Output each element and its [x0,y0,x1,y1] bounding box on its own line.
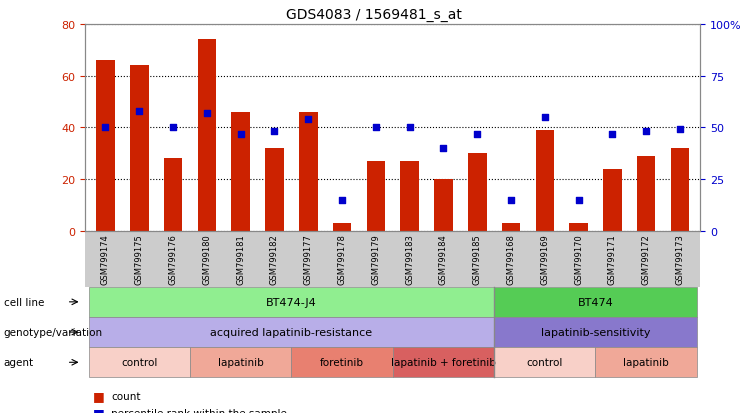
Bar [367,161,385,231]
Bar [333,223,351,231]
Point [99,125,111,131]
Bar [434,180,453,231]
Text: genotype/variation: genotype/variation [4,327,103,337]
Bar [468,154,487,231]
Point [674,127,686,133]
Bar [231,113,250,231]
Point [235,131,247,138]
Bar [265,149,284,231]
Point [404,125,416,131]
Point [505,197,517,204]
Text: lapatinib + foretinib: lapatinib + foretinib [391,357,496,368]
Point [606,131,618,138]
Point [133,108,145,115]
Point [336,197,348,204]
Bar [502,223,520,231]
Point [201,110,213,117]
Text: ■: ■ [93,406,104,413]
Text: percentile rank within the sample: percentile rank within the sample [111,408,287,413]
Text: agent: agent [4,357,34,368]
Text: control: control [527,357,563,368]
Point [302,116,314,123]
Bar [569,223,588,231]
Point [437,145,449,152]
Bar [637,157,656,231]
Bar [198,40,216,231]
Text: ■: ■ [93,389,104,403]
Point [268,129,280,135]
Text: foretinib: foretinib [320,357,364,368]
Text: control: control [121,357,158,368]
Point [539,114,551,121]
Point [370,125,382,131]
Text: count: count [111,391,141,401]
Text: lapatinib: lapatinib [218,357,264,368]
Point [640,129,652,135]
Text: cell line: cell line [4,297,44,307]
Text: lapatinib: lapatinib [623,357,669,368]
Bar [603,169,622,231]
Bar [536,131,554,231]
Point [573,197,585,204]
Bar [299,113,318,231]
Bar [96,61,115,231]
Bar [164,159,182,231]
Text: BT474: BT474 [578,297,614,307]
Text: lapatinib-sensitivity: lapatinib-sensitivity [541,327,651,337]
Bar [400,161,419,231]
Bar [130,66,149,231]
Title: GDS4083 / 1569481_s_at: GDS4083 / 1569481_s_at [286,8,462,22]
Text: BT474-J4: BT474-J4 [266,297,316,307]
Text: acquired lapatinib-resistance: acquired lapatinib-resistance [210,327,373,337]
Point [167,125,179,131]
Point [471,131,483,138]
Bar [671,149,689,231]
